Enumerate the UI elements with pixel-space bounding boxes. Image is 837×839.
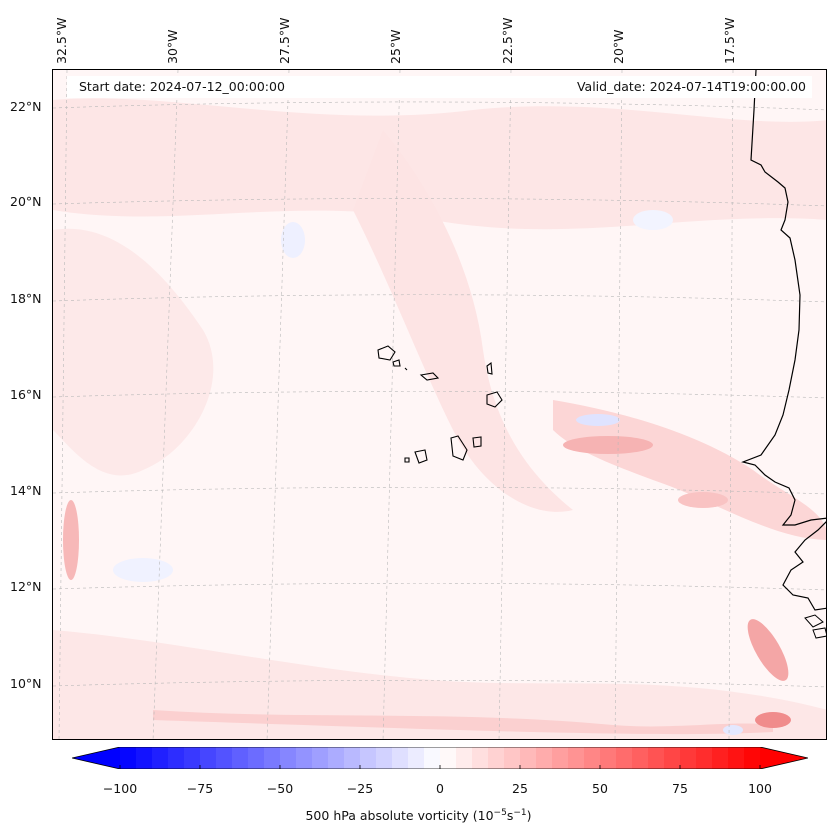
colorbar-segment <box>584 747 601 769</box>
colorbar-tick-label: 0 <box>436 781 444 796</box>
colorbar-segment <box>376 747 393 769</box>
valid-date: Valid_date: 2024-07-14T19:00:00.00 <box>576 79 806 94</box>
lon-label-22-5w: 22.5°W <box>500 17 515 64</box>
colorbar-segment <box>632 747 649 769</box>
colorbar-segment <box>408 747 425 769</box>
colorbar-segment <box>152 747 169 769</box>
colorbar-segment <box>600 747 617 769</box>
colorbar-segment <box>264 747 281 769</box>
vorticity-field <box>53 70 826 739</box>
colorbar-label-end: ) <box>526 808 532 824</box>
colorbar-segment <box>568 747 585 769</box>
vorticity-max-west <box>63 500 79 580</box>
colorbar-segment <box>552 747 569 769</box>
colorbar-segment <box>728 747 745 769</box>
colorbar-tick-label: −100 <box>102 781 138 796</box>
colorbar-segment <box>504 747 521 769</box>
vorticity-max-east <box>563 436 653 454</box>
colorbar-segment <box>424 747 441 769</box>
colorbar-segment <box>200 747 217 769</box>
lon-label-27-5w: 27.5°W <box>277 17 292 64</box>
lat-label-18n: 18°N <box>10 291 42 306</box>
colorbar-segment <box>712 747 729 769</box>
vorticity-min-3 <box>281 222 305 258</box>
colorbar-segment <box>472 747 489 769</box>
lon-label-32-5w: 32.5°W <box>54 17 69 64</box>
colorbar-extend-min <box>72 747 120 769</box>
colorbar-tick-label: −75 <box>186 781 214 796</box>
vorticity-band-west <box>53 228 214 476</box>
colorbar-tick-label: 100 <box>748 781 772 796</box>
vorticity-band-north <box>53 98 826 230</box>
colorbar-segment <box>168 747 185 769</box>
colorbar-segment <box>664 747 681 769</box>
date-banner: Start date: 2024-07-12_00:00:00 Valid_da… <box>67 76 812 98</box>
colorbar-segment <box>328 747 345 769</box>
vorticity-max-mid <box>678 492 728 508</box>
lat-label-16n: 16°N <box>10 387 42 402</box>
colorbar-tick-label: −25 <box>346 781 374 796</box>
colorbar-segment <box>440 747 457 769</box>
vorticity-band-east <box>553 400 826 540</box>
colorbar-label-exp1: −5 <box>493 808 507 818</box>
colorbar-segment <box>648 747 665 769</box>
colorbar-segment <box>184 747 201 769</box>
lon-label-30w: 30°W <box>165 29 180 64</box>
vorticity-max-south <box>755 712 791 728</box>
lat-label-14n: 14°N <box>10 483 42 498</box>
colorbar-segment <box>680 747 697 769</box>
colorbar-extend-max <box>760 747 808 769</box>
colorbar-segment <box>360 747 377 769</box>
lat-label-22n: 22°N <box>10 99 42 114</box>
colorbar-segment <box>520 747 537 769</box>
vorticity-min-1 <box>576 414 620 426</box>
colorbar-label-text: 500 hPa absolute vorticity (10 <box>305 808 494 824</box>
vorticity-min-2 <box>113 558 173 582</box>
lat-label-10n: 10°N <box>10 676 42 691</box>
colorbar-segment <box>280 747 297 769</box>
colorbar-segment <box>616 747 633 769</box>
start-date: Start date: 2024-07-12_00:00:00 <box>79 79 285 94</box>
colorbar-segment <box>456 747 473 769</box>
colorbar-segment <box>248 747 265 769</box>
cape-verde-islands <box>377 345 503 464</box>
bijagos-islands <box>804 614 826 639</box>
colorbar-segment <box>312 747 329 769</box>
vorticity-min-5 <box>723 725 743 735</box>
guinea-coast <box>782 521 826 611</box>
colorbar-segment <box>344 747 361 769</box>
colorbar-tick-label: −50 <box>266 781 294 796</box>
colorbar-segment <box>536 747 553 769</box>
lat-label-12n: 12°N <box>10 579 42 594</box>
vorticity-band-central <box>353 130 573 512</box>
colorbar-segment <box>232 747 249 769</box>
graticule <box>53 70 826 739</box>
colorbar <box>72 747 808 769</box>
colorbar-segment <box>136 747 153 769</box>
africa-coastline <box>741 70 826 526</box>
colorbar-segment <box>216 747 233 769</box>
colorbar-segment <box>120 747 137 769</box>
vorticity-streak-south <box>153 710 773 735</box>
lat-label-20n: 20°N <box>10 194 42 209</box>
colorbar-segment <box>392 747 409 769</box>
lon-label-17-5w: 17.5°W <box>722 17 737 64</box>
map-panel: Start date: 2024-07-12_00:00:00 Valid_da… <box>52 69 827 740</box>
vorticity-min-4 <box>633 210 673 230</box>
colorbar-label: 500 hPa absolute vorticity (10−5s−1) <box>0 808 837 823</box>
lon-label-20w: 20°W <box>611 29 626 64</box>
colorbar-tick-label: 50 <box>592 781 608 796</box>
colorbar-tick-label: 75 <box>672 781 688 796</box>
colorbar-tick-label: 25 <box>512 781 528 796</box>
colorbar-segment <box>744 747 761 769</box>
colorbar-segment <box>296 747 313 769</box>
vorticity-max-coast <box>747 619 789 681</box>
lon-label-25w: 25°W <box>388 29 403 64</box>
colorbar-segment <box>488 747 505 769</box>
vorticity-band-south <box>53 630 826 739</box>
colorbar-label-exp2: −1 <box>513 808 527 818</box>
colorbar-label-unit: s <box>506 808 514 824</box>
colorbar-segment <box>696 747 713 769</box>
